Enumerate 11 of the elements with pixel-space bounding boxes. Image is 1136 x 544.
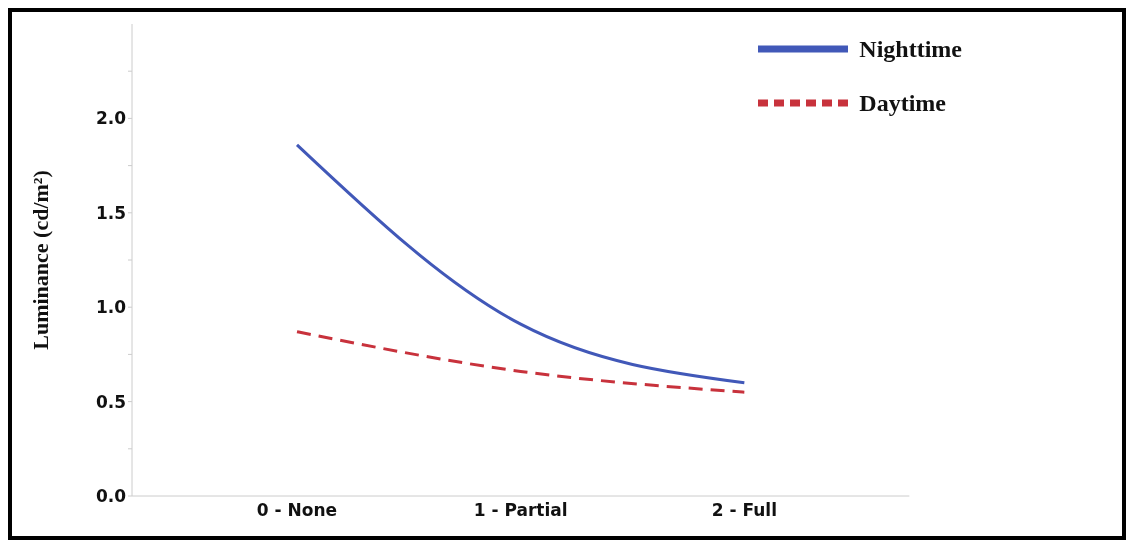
y-axis-title: Luminance (cd/m²): [27, 170, 53, 350]
x-tick-label: 0 - None: [256, 500, 338, 521]
y-tick-label: 1.0: [95, 297, 127, 318]
x-tick-label: 2 - Full: [711, 500, 777, 521]
y-tick-label: 0.0: [95, 486, 127, 507]
y-tick-label: 0.5: [95, 391, 126, 412]
legend-label: Daytime: [859, 89, 946, 117]
y-tick-label: 2.0: [95, 108, 127, 129]
x-tick-label: 1 - Partial: [473, 500, 568, 521]
y-tick-label: 1.5: [95, 202, 126, 223]
legend-label: Nighttime: [859, 35, 962, 63]
